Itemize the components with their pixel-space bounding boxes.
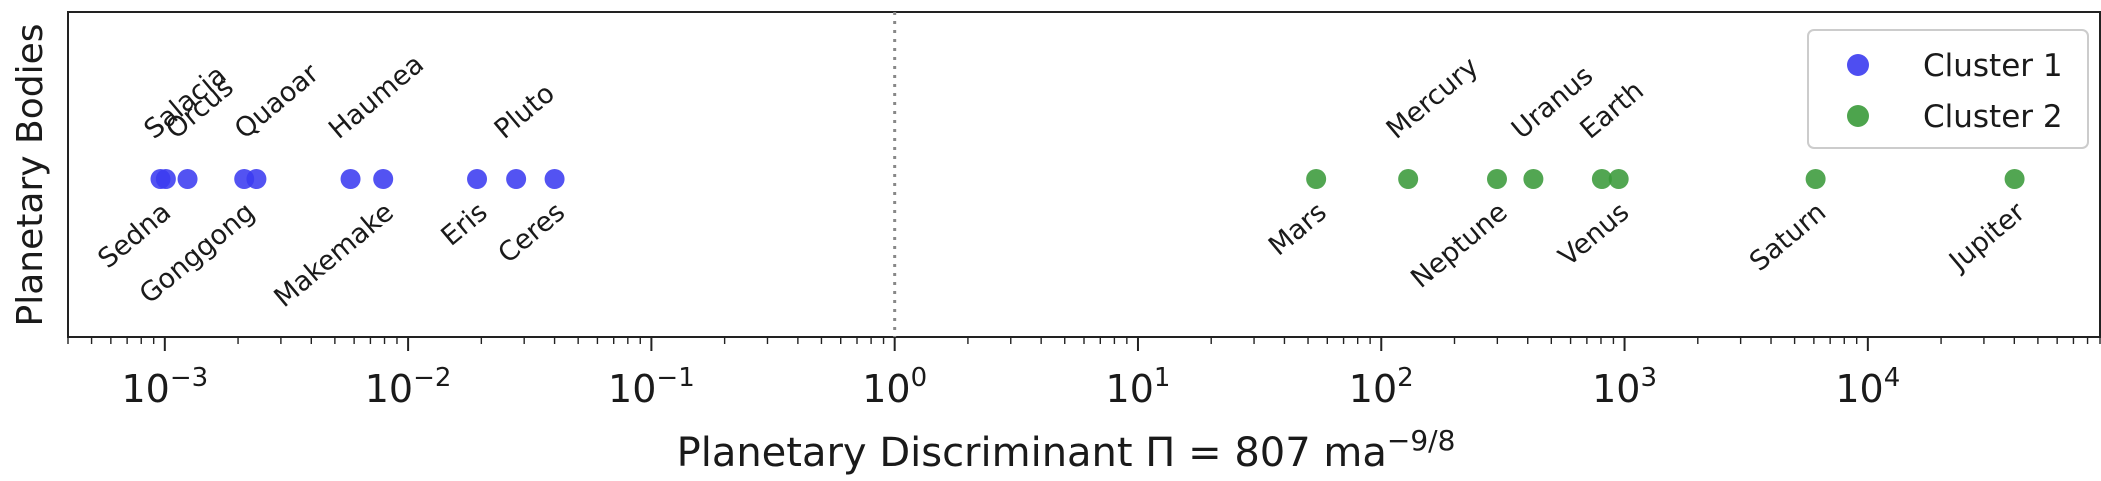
point-eris: [467, 169, 488, 189]
data-points: [150, 169, 2025, 189]
point-label-quaoar: Quaoar: [229, 57, 326, 145]
point-label-pluto: Pluto: [489, 78, 561, 145]
x-tick-label: 10−1: [608, 363, 695, 411]
point-haumea: [340, 169, 361, 189]
point-label-saturn: Saturn: [1744, 197, 1832, 278]
x-tick-label: 102: [1349, 363, 1414, 411]
point-venus: [1608, 169, 1629, 189]
point-label-eris: Eris: [436, 197, 494, 253]
legend-box: [1807, 29, 2089, 149]
x-axis-title-main: Planetary Discriminant Π = 807 ma: [677, 430, 1387, 476]
point-salacia: [155, 169, 176, 189]
point-label-mercury: Mercury: [1381, 51, 1485, 145]
legend-marker-cluster-2: [1847, 105, 1869, 127]
point-label-venus: Venus: [1553, 197, 1635, 273]
x-axis-ticks: 10−3 10−2 10−1 100 101 102 103 104: [67, 337, 2101, 411]
x-axis-title-superscript: −9/8: [1387, 424, 1456, 457]
point-orcus: [177, 169, 198, 189]
point-neptune: [1486, 169, 1507, 189]
y-axis-title: Planetary Bodies: [10, 24, 51, 327]
point-quaoar: [246, 169, 267, 189]
legend-label-cluster-2: Cluster 2: [1923, 99, 2063, 135]
point-label-haumea: Haumea: [323, 49, 430, 146]
x-tick-label: 10−3: [121, 363, 208, 411]
point-jupiter: [2004, 169, 2025, 189]
x-tick-label: 101: [1106, 363, 1171, 411]
point-ceres: [544, 169, 565, 189]
x-tick-label: 103: [1592, 363, 1657, 411]
point-mercury: [1398, 169, 1419, 189]
point-label-ceres: Ceres: [492, 197, 571, 270]
x-tick-label: 100: [862, 363, 927, 411]
legend-label-cluster-1: Cluster 1: [1923, 48, 2063, 84]
point-mars: [1306, 169, 1327, 189]
point-uranus: [1523, 169, 1544, 189]
point-saturn: [1805, 169, 1826, 189]
point-makemake: [373, 169, 394, 189]
point-label-makemake: Makemake: [268, 197, 399, 314]
point-pluto: [506, 169, 527, 189]
x-tick-label: 104: [1835, 363, 1900, 411]
legend: Cluster 1 Cluster 2: [1807, 29, 2089, 149]
point-label-mars: Mars: [1263, 197, 1333, 263]
plot-frame: [67, 11, 2101, 338]
x-tick-label: 10−2: [365, 363, 452, 411]
legend-marker-cluster-1: [1847, 54, 1869, 76]
x-axis-title: Planetary Discriminant Π = 807 ma−9/8: [677, 424, 1456, 476]
point-label-jupiter: Jupiter: [1942, 196, 2032, 278]
point-earth: [1591, 169, 1612, 189]
point-label-neptune: Neptune: [1405, 197, 1513, 295]
